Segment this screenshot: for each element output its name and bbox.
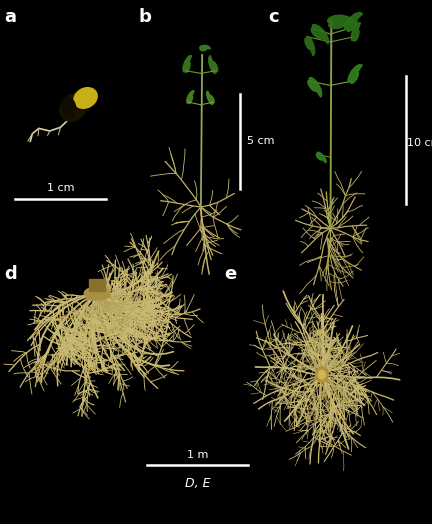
Polygon shape (348, 64, 362, 83)
Ellipse shape (62, 97, 76, 117)
Text: 1 m: 1 m (187, 450, 209, 460)
Circle shape (315, 367, 328, 383)
Text: e: e (225, 265, 237, 282)
Polygon shape (305, 36, 314, 56)
Bar (89, 279, 105, 291)
Polygon shape (351, 23, 361, 41)
Polygon shape (308, 78, 322, 97)
Text: d: d (4, 265, 17, 282)
Polygon shape (209, 56, 218, 73)
Polygon shape (183, 56, 192, 72)
Ellipse shape (74, 88, 97, 108)
Text: b: b (138, 8, 151, 26)
Polygon shape (327, 15, 354, 29)
Polygon shape (344, 12, 362, 31)
Polygon shape (206, 91, 214, 104)
Ellipse shape (60, 94, 87, 121)
Text: c: c (268, 8, 279, 26)
Polygon shape (316, 152, 326, 163)
Text: D, E: D, E (185, 477, 211, 489)
Text: a: a (4, 8, 16, 26)
Text: 10 cm: 10 cm (407, 137, 432, 148)
Polygon shape (200, 46, 210, 51)
Ellipse shape (84, 287, 110, 300)
Text: 5 cm: 5 cm (247, 136, 275, 147)
Polygon shape (187, 91, 194, 103)
Text: 1 cm: 1 cm (47, 183, 74, 193)
Circle shape (318, 370, 325, 379)
Polygon shape (311, 25, 329, 44)
